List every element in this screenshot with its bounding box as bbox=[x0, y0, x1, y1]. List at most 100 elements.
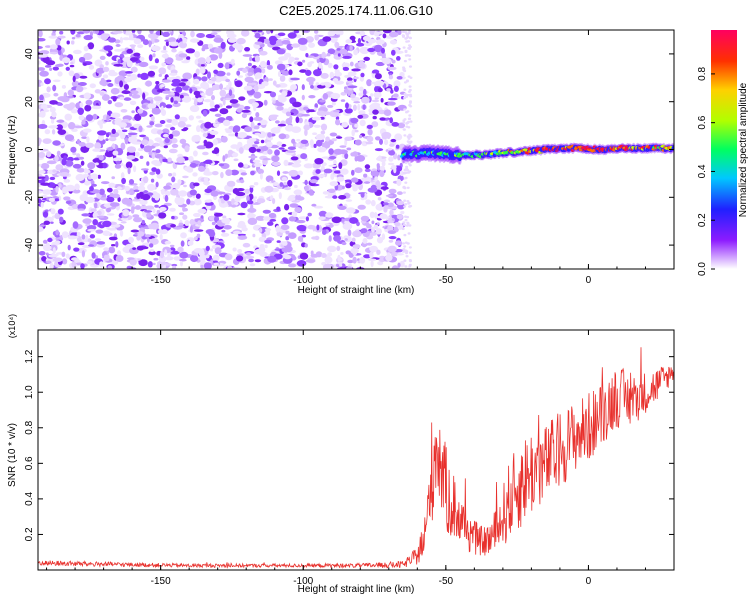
noise-speckle bbox=[288, 169, 299, 177]
noise-speckle bbox=[292, 200, 300, 203]
noise-speckle bbox=[225, 105, 233, 109]
noise-speckle bbox=[341, 62, 350, 68]
noise-speckle bbox=[254, 72, 263, 79]
spectrogram-x-label: Height of straight line (km) bbox=[298, 285, 415, 296]
x-tick-label: -50 bbox=[439, 275, 454, 286]
noise-speckle bbox=[92, 113, 98, 120]
noise-speckle bbox=[249, 116, 254, 123]
noise-speckle bbox=[211, 221, 216, 226]
noise-speckle bbox=[222, 119, 231, 127]
noise-speckle bbox=[396, 214, 403, 220]
noise-speckle bbox=[87, 238, 92, 243]
noise-speckle bbox=[396, 56, 401, 61]
noise-speckle bbox=[403, 134, 407, 137]
noise-speckle bbox=[315, 251, 323, 258]
noise-speckle bbox=[250, 203, 254, 211]
noise-speckle bbox=[269, 91, 277, 98]
noise-speckle bbox=[313, 124, 321, 128]
noise-speckle bbox=[264, 239, 272, 244]
noise-speckle bbox=[77, 208, 85, 211]
noise-speckle bbox=[46, 86, 51, 93]
noise-speckle bbox=[48, 125, 58, 129]
noise-speckle bbox=[288, 263, 297, 268]
noise-speckle bbox=[158, 212, 167, 219]
noise-speckle bbox=[86, 260, 93, 265]
noise-speckle bbox=[164, 194, 169, 203]
noise-speckle bbox=[136, 245, 145, 251]
noise-speckle bbox=[281, 56, 286, 60]
noise-speckle bbox=[81, 136, 88, 139]
noise-speckle bbox=[56, 102, 64, 106]
noise-speckle bbox=[325, 212, 334, 218]
noise-speckle bbox=[90, 173, 99, 180]
noise-speckle bbox=[407, 201, 411, 205]
noise-speckle bbox=[404, 49, 408, 53]
noise-speckle bbox=[293, 189, 303, 196]
noise-speckle bbox=[160, 105, 164, 113]
noise-speckle bbox=[302, 146, 307, 150]
noise-speckle bbox=[68, 102, 76, 109]
y-tick-label: 0 bbox=[24, 146, 35, 152]
noise-speckle bbox=[141, 139, 149, 146]
noise-speckle bbox=[92, 212, 99, 219]
noise-speckle bbox=[374, 73, 382, 80]
noise-speckle bbox=[308, 189, 314, 196]
noise-speckle bbox=[160, 229, 168, 235]
noise-speckle bbox=[387, 224, 394, 232]
noise-speckle bbox=[185, 48, 195, 54]
noise-speckle bbox=[278, 133, 287, 140]
noise-speckle bbox=[408, 88, 412, 92]
noise-speckle bbox=[138, 61, 149, 68]
noise-speckle bbox=[213, 47, 223, 54]
noise-speckle bbox=[295, 219, 306, 224]
noise-speckle bbox=[103, 247, 109, 251]
noise-speckle bbox=[388, 75, 394, 80]
noise-speckle bbox=[403, 69, 407, 73]
noise-speckle bbox=[156, 263, 163, 269]
noise-speckle bbox=[230, 58, 235, 64]
noise-speckle bbox=[254, 41, 263, 45]
noise-speckle bbox=[44, 129, 51, 135]
noise-speckle bbox=[102, 230, 111, 236]
noise-speckle bbox=[314, 103, 319, 109]
noise-speckle bbox=[387, 230, 397, 235]
noise-speckle bbox=[262, 216, 271, 221]
noise-speckle bbox=[107, 265, 113, 269]
noise-speckle bbox=[238, 147, 244, 154]
noise-speckle bbox=[203, 99, 212, 103]
noise-speckle bbox=[92, 148, 101, 152]
noise-speckle bbox=[40, 103, 48, 111]
noise-speckle bbox=[352, 244, 360, 249]
noise-speckle bbox=[238, 96, 246, 101]
noise-speckle bbox=[403, 245, 407, 248]
noise-speckle bbox=[339, 145, 347, 148]
noise-speckle bbox=[232, 42, 242, 49]
noise-speckle bbox=[381, 47, 385, 54]
noise-speckle bbox=[282, 241, 288, 246]
noise-speckle bbox=[180, 260, 183, 267]
noise-speckle bbox=[42, 239, 48, 244]
noise-speckle bbox=[325, 136, 330, 142]
noise-speckle bbox=[230, 169, 239, 176]
spectrogram-x-axis: -150 -100 -50 0 bbox=[46, 30, 675, 286]
noise-speckle bbox=[220, 41, 226, 50]
noise-speckle bbox=[328, 156, 337, 160]
noise-speckle bbox=[308, 42, 315, 48]
noise-speckle bbox=[137, 108, 144, 114]
noise-speckle bbox=[171, 78, 181, 84]
noise-speckle bbox=[195, 115, 202, 119]
noise-speckle bbox=[373, 91, 382, 98]
noise-speckle bbox=[124, 185, 130, 192]
noise-speckle bbox=[38, 163, 42, 167]
noise-speckle bbox=[52, 257, 63, 263]
noise-speckle bbox=[283, 254, 292, 260]
noise-speckle bbox=[247, 217, 258, 225]
noise-speckle bbox=[395, 240, 403, 246]
noise-speckle bbox=[391, 59, 396, 64]
noise-speckle bbox=[133, 185, 139, 191]
noise-speckle bbox=[170, 97, 174, 103]
noise-speckle bbox=[240, 201, 248, 209]
noise-speckle bbox=[267, 255, 277, 263]
noise-speckle bbox=[258, 236, 266, 242]
noise-speckle bbox=[347, 229, 352, 237]
